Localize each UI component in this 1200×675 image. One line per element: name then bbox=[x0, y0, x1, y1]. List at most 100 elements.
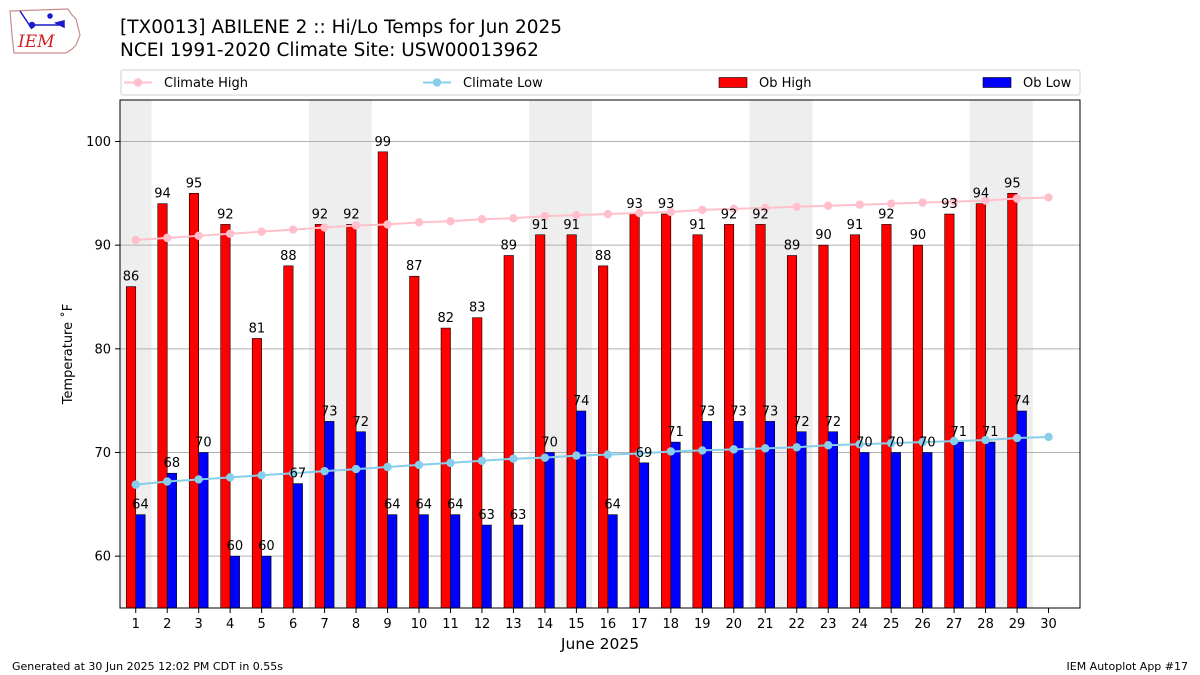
ob-high-bar bbox=[566, 234, 577, 609]
ob-low-label: 64 bbox=[604, 498, 621, 513]
ob-low-label: 73 bbox=[762, 404, 779, 419]
ob-low-bar bbox=[670, 441, 681, 609]
ob-high-label: 92 bbox=[878, 207, 895, 222]
climate-low-point bbox=[823, 441, 833, 450]
ob-high-bar bbox=[125, 286, 137, 609]
ob-low-label: 67 bbox=[290, 467, 307, 482]
ob-low-bar bbox=[481, 524, 492, 609]
plot-frame bbox=[119, 99, 1081, 609]
ob-low-label: 71 bbox=[951, 425, 968, 440]
climate-high-point bbox=[509, 213, 518, 223]
ob-high-bar bbox=[944, 213, 955, 609]
x-tick-label: 9 bbox=[383, 617, 391, 632]
ob-high-label: 88 bbox=[280, 249, 297, 264]
ob-high-bar bbox=[975, 203, 986, 609]
climate-low-point bbox=[666, 447, 676, 456]
climate-high-point bbox=[823, 201, 833, 210]
climate-low-point bbox=[540, 453, 550, 462]
ob-low-label: 64 bbox=[415, 498, 432, 513]
ob-high-label: 95 bbox=[1004, 176, 1021, 191]
x-tick-label: 20 bbox=[725, 617, 742, 632]
climate-low-point bbox=[351, 464, 361, 474]
ob-high-label: 91 bbox=[532, 218, 549, 233]
x-tick-label: 29 bbox=[1009, 617, 1026, 632]
x-tick-label: 10 bbox=[411, 617, 428, 632]
ob-low-label: 63 bbox=[478, 508, 495, 523]
climate-low-point bbox=[509, 454, 518, 463]
ob-low-bar bbox=[859, 452, 870, 609]
y-tick-label: 100 bbox=[86, 135, 111, 150]
ob-low-bar bbox=[166, 472, 177, 609]
legend-bar-swatch bbox=[982, 77, 1012, 88]
y-tick-label: 90 bbox=[94, 239, 111, 254]
x-tick-label: 19 bbox=[694, 617, 711, 632]
ob-high-label: 89 bbox=[784, 239, 801, 254]
climate-low-point bbox=[225, 473, 235, 482]
climate-high-point bbox=[572, 210, 581, 220]
climate-low-point bbox=[320, 466, 329, 476]
ob-high-label: 93 bbox=[941, 197, 958, 212]
weather-station-icon bbox=[19, 10, 65, 30]
ob-low-label: 72 bbox=[353, 415, 370, 430]
iowa-outline-icon bbox=[9, 8, 81, 54]
legend-label: Ob Low bbox=[1023, 76, 1072, 91]
ob-high-bar bbox=[440, 327, 451, 609]
climate-low-point bbox=[698, 446, 707, 455]
ob-high-bar bbox=[409, 275, 420, 609]
climate-high-point bbox=[666, 207, 676, 217]
x-tick-label: 3 bbox=[195, 617, 203, 632]
climate-high-point bbox=[540, 211, 550, 221]
ob-high-bar bbox=[629, 213, 640, 609]
ob-low-bar bbox=[639, 462, 650, 609]
ob-high-label: 94 bbox=[154, 187, 171, 202]
ob-low-label: 71 bbox=[667, 425, 684, 440]
ob-low-label: 73 bbox=[699, 404, 716, 419]
climate-low-point bbox=[886, 438, 896, 448]
ob-high-label: 91 bbox=[563, 218, 580, 233]
x-axis-label: June 2025 bbox=[560, 635, 639, 653]
legend: Climate High Climate Low Ob High Ob Low bbox=[120, 69, 1081, 96]
climate-high-line bbox=[135, 196, 1049, 241]
ob-high-label: 99 bbox=[375, 135, 392, 150]
ob-high-label: 89 bbox=[500, 239, 517, 254]
climate-low-point bbox=[131, 480, 140, 489]
climate-high-point bbox=[1012, 194, 1022, 203]
x-tick-label: 6 bbox=[289, 617, 297, 632]
climate-high-point bbox=[792, 202, 801, 211]
ob-low-label: 64 bbox=[447, 498, 464, 513]
ob-low-label: 73 bbox=[730, 404, 747, 419]
x-tick-label: 15 bbox=[568, 617, 585, 632]
ob-low-bar bbox=[355, 431, 366, 609]
ob-low-bar bbox=[544, 452, 555, 609]
climate-high-point bbox=[446, 217, 455, 226]
x-tick-label: 16 bbox=[600, 617, 617, 632]
x-tick-label: 23 bbox=[820, 617, 837, 632]
legend-label: Climate High bbox=[164, 76, 248, 91]
ob-high-bar bbox=[692, 234, 703, 609]
climate-high-point bbox=[477, 215, 487, 224]
ob-low-bar bbox=[607, 514, 618, 609]
climate-low-point bbox=[949, 436, 959, 446]
x-tick-label: 2 bbox=[163, 617, 171, 632]
climate-high-point bbox=[320, 223, 329, 232]
climate-low-point bbox=[603, 450, 613, 459]
climate-low-point bbox=[383, 462, 392, 472]
legend-marker-swatch bbox=[133, 78, 143, 87]
ob-high-label: 92 bbox=[752, 207, 769, 222]
climate-high-point bbox=[729, 204, 738, 214]
climate-high-point bbox=[635, 208, 644, 218]
ob-low-label: 60 bbox=[227, 539, 244, 554]
y-tick-label: 80 bbox=[94, 342, 111, 357]
climate-low-point bbox=[572, 451, 581, 460]
x-tick-label: 1 bbox=[132, 617, 140, 632]
ob-high-bar bbox=[912, 244, 923, 609]
ob-high-label: 90 bbox=[910, 228, 927, 243]
x-tick-label: 12 bbox=[474, 617, 491, 632]
x-tick-label: 22 bbox=[788, 617, 805, 632]
ob-low-bar bbox=[292, 483, 303, 609]
climate-low-point bbox=[194, 475, 203, 484]
chart-title: [TX0013] ABILENE 2 :: Hi/Lo Temps for Ju… bbox=[120, 17, 563, 38]
ob-high-label: 92 bbox=[721, 207, 738, 222]
ob-low-bar bbox=[922, 452, 933, 609]
